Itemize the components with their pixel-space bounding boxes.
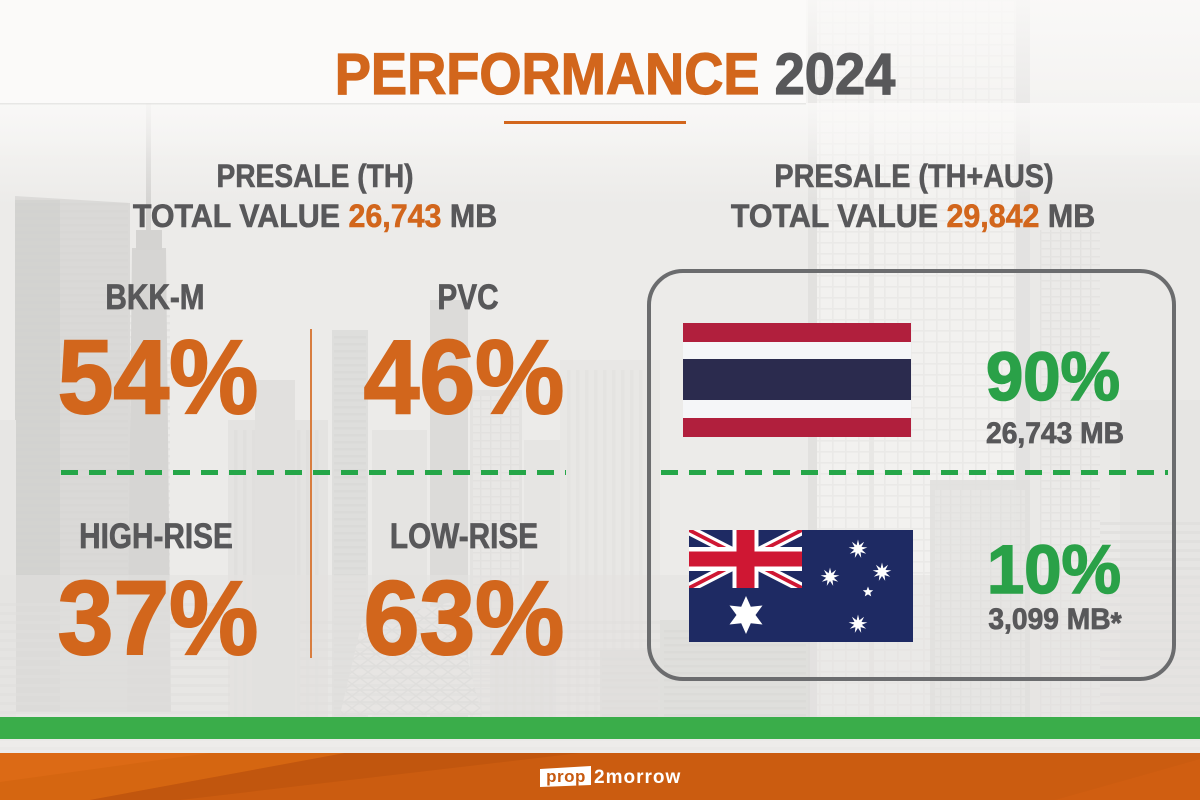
svg-text:2morrow: 2morrow [594,767,681,788]
svg-text:prop: prop [546,767,586,786]
